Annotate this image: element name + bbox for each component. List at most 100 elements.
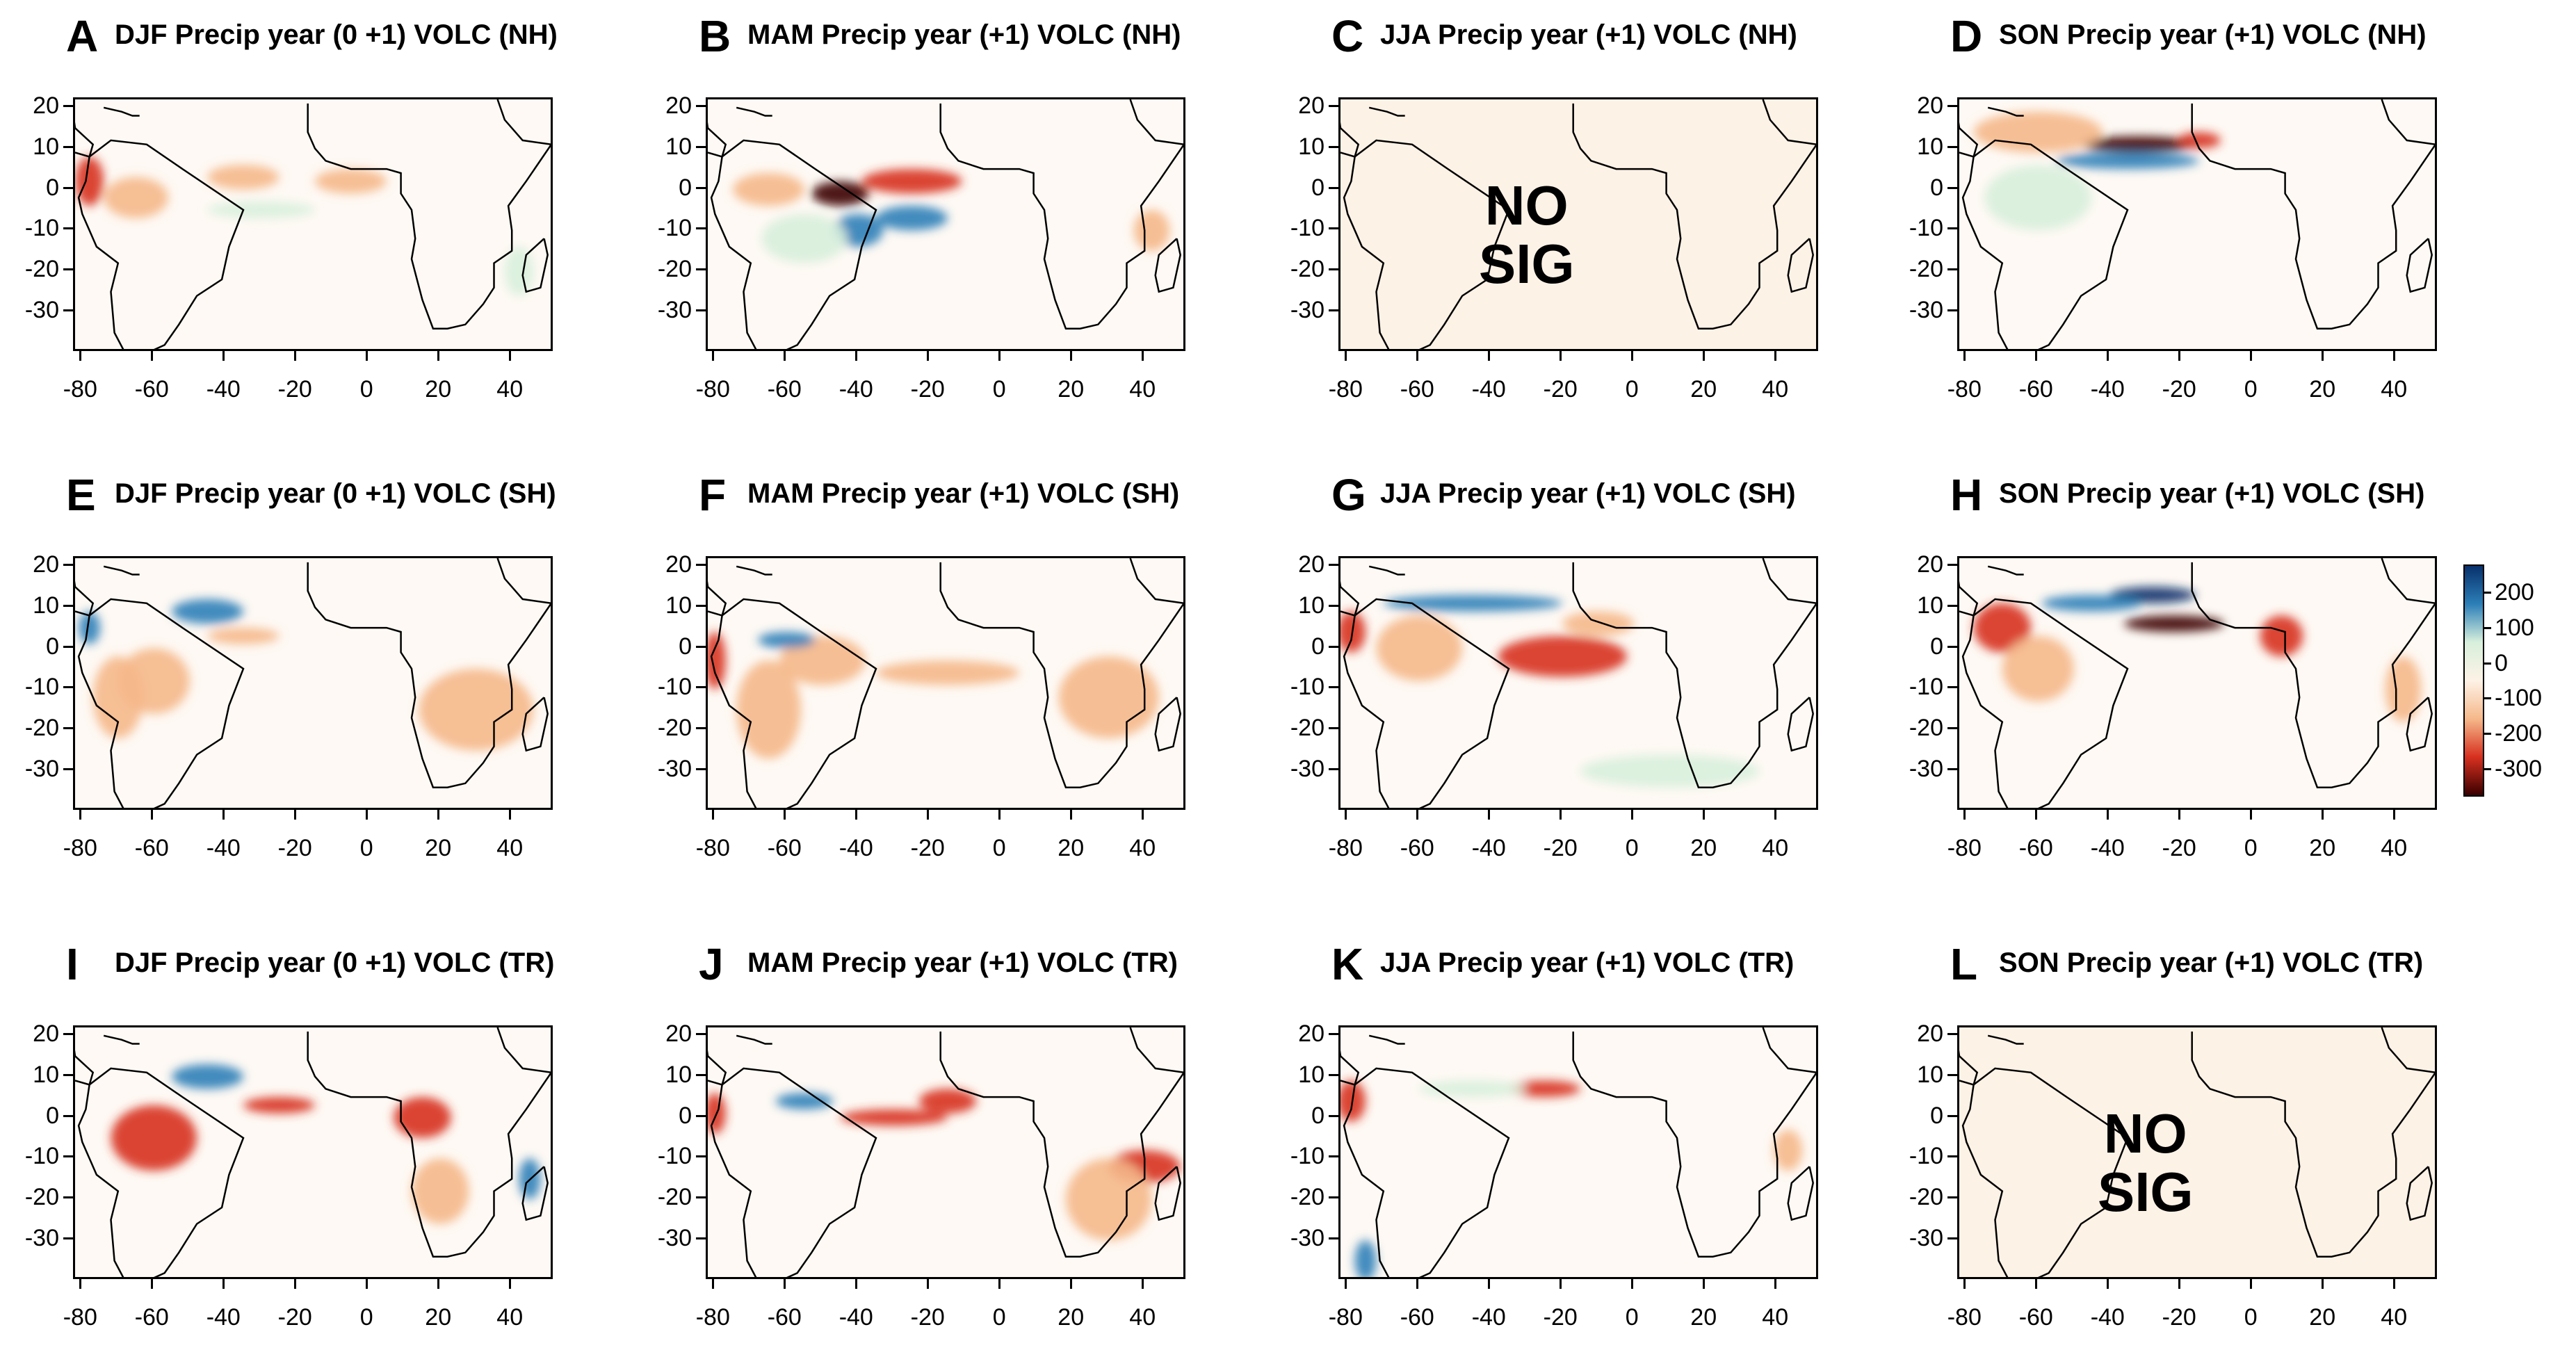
xtick-mark-h-3 [2178, 810, 2181, 820]
anomaly-g-4 [1376, 615, 1463, 681]
xtick-a-1: -60 [134, 376, 169, 402]
coastline-africa-j [939, 1027, 1183, 1258]
ytick-k-3: -10 [1290, 1143, 1325, 1170]
anomaly-j-3 [918, 1089, 977, 1114]
ytick-g-4: -20 [1290, 715, 1325, 742]
panel-title-h: SON Precip year (+1) VOLC (SH) [1999, 478, 2425, 509]
colorbar-tick-2 [2484, 662, 2491, 665]
colorbar-tick-0 [2484, 592, 2491, 594]
anomaly-f-4 [876, 660, 1019, 685]
colorbar [2463, 564, 2484, 797]
xtick-mark-g-1 [1416, 810, 1419, 820]
xtick-mark-g-3 [1560, 810, 1562, 820]
xtick-mark-k-3 [1560, 1279, 1562, 1289]
panel-letter-a: A [66, 11, 99, 61]
colorbar-label-4: -200 [2495, 719, 2543, 747]
colorbar-label-0: 200 [2495, 579, 2534, 606]
anomaly-a-0 [75, 156, 104, 206]
xtick-mark-g-0 [1345, 810, 1347, 820]
map-plot-g [1340, 558, 1816, 808]
xtick-mark-k-1 [1416, 1279, 1419, 1289]
xtick-mark-i-4 [366, 1279, 368, 1289]
ytick-mark-a-2 [63, 186, 73, 189]
xtick-e-2: -40 [206, 835, 241, 861]
xtick-e-5: 20 [425, 835, 452, 861]
ytick-a-2: 0 [46, 174, 59, 201]
xtick-f-1: -60 [767, 835, 802, 861]
ytick-a-4: -20 [24, 256, 59, 283]
map-frame-g [1338, 556, 1818, 810]
ytick-mark-e-4 [63, 727, 73, 730]
map-frame-f [706, 556, 1185, 810]
xtick-c-1: -60 [1400, 376, 1434, 402]
xtick-mark-b-1 [784, 351, 786, 361]
xtick-mark-b-0 [712, 351, 715, 361]
xtick-g-3: -20 [1543, 835, 1578, 861]
coastline-south-america-k [1343, 1067, 1510, 1277]
ytick-mark-b-5 [696, 309, 706, 312]
panel-title-k: JJA Precip year (+1) VOLC (TR) [1380, 948, 1795, 978]
xtick-mark-g-4 [1631, 810, 1634, 820]
xtick-e-1: -60 [134, 835, 169, 861]
xtick-mark-a-4 [366, 351, 368, 361]
ytick-f-1: 10 [665, 592, 692, 619]
ytick-f-3: -10 [657, 674, 692, 701]
xtick-k-3: -20 [1543, 1304, 1578, 1331]
coastline-madagascar-d [2406, 238, 2433, 293]
xtick-mark-j-4 [998, 1279, 1001, 1289]
ytick-d-4: -20 [1909, 256, 1943, 283]
ytick-mark-e-1 [63, 604, 73, 607]
ytick-mark-e-3 [63, 686, 73, 689]
xtick-b-4: 0 [992, 376, 1006, 402]
xtick-mark-k-2 [1488, 1279, 1491, 1289]
xtick-mark-f-0 [712, 810, 715, 820]
ytick-mark-k-4 [1329, 1196, 1338, 1199]
map-plot-a [75, 99, 551, 349]
xtick-a-5: 20 [425, 376, 452, 402]
coastline-africa-e [307, 558, 551, 788]
ytick-mark-l-0 [1947, 1032, 1957, 1035]
ytick-mark-b-0 [696, 104, 706, 107]
map-frame-j [706, 1025, 1185, 1279]
xtick-h-0: -80 [1947, 835, 1982, 861]
xtick-mark-l-6 [2393, 1279, 2396, 1289]
panel-letter-d: D [1950, 11, 1983, 61]
xtick-b-1: -60 [767, 376, 802, 402]
ytick-mark-a-1 [63, 145, 73, 148]
xtick-d-5: 20 [2309, 376, 2336, 402]
coastline-caribbean-b [736, 106, 772, 117]
anomaly-k-1 [1509, 1080, 1580, 1098]
ytick-mark-k-0 [1329, 1032, 1338, 1035]
xtick-c-2: -40 [1471, 376, 1506, 402]
anomaly-h-3 [1973, 603, 2031, 653]
ytick-i-3: -10 [24, 1143, 59, 1170]
xtick-b-0: -80 [695, 376, 730, 402]
panel-letter-e: E [66, 470, 96, 520]
xtick-i-0: -80 [63, 1304, 97, 1331]
xtick-j-0: -80 [695, 1304, 730, 1331]
ytick-e-2: 0 [46, 633, 59, 660]
coastline-africa-a [307, 99, 551, 330]
xtick-mark-j-1 [784, 1279, 786, 1289]
map-plot-b [708, 99, 1183, 349]
xtick-a-3: -20 [277, 376, 312, 402]
coastline-madagascar-h [2406, 697, 2433, 752]
anomaly-e-5 [419, 668, 534, 751]
coastline-caribbean-d [1987, 106, 2024, 117]
xtick-mark-d-2 [2107, 351, 2109, 361]
colorbar-label-5: -300 [2495, 755, 2543, 782]
ytick-j-3: -10 [657, 1143, 692, 1170]
panel-letter-g: G [1331, 470, 1366, 520]
ytick-mark-a-5 [63, 309, 73, 312]
colorbar-label-3: -100 [2495, 685, 2543, 712]
xtick-a-4: 0 [359, 376, 373, 402]
ytick-e-5: -30 [24, 756, 59, 783]
anomaly-a-2 [207, 165, 280, 190]
ytick-mark-i-0 [63, 1032, 73, 1035]
panel-letter-i: I [66, 939, 79, 989]
coastline-caribbean-f [736, 565, 772, 576]
xtick-mark-e-1 [151, 810, 154, 820]
panel-title-f: MAM Precip year (+1) VOLC (SH) [747, 478, 1180, 509]
xtick-g-1: -60 [1400, 835, 1434, 861]
